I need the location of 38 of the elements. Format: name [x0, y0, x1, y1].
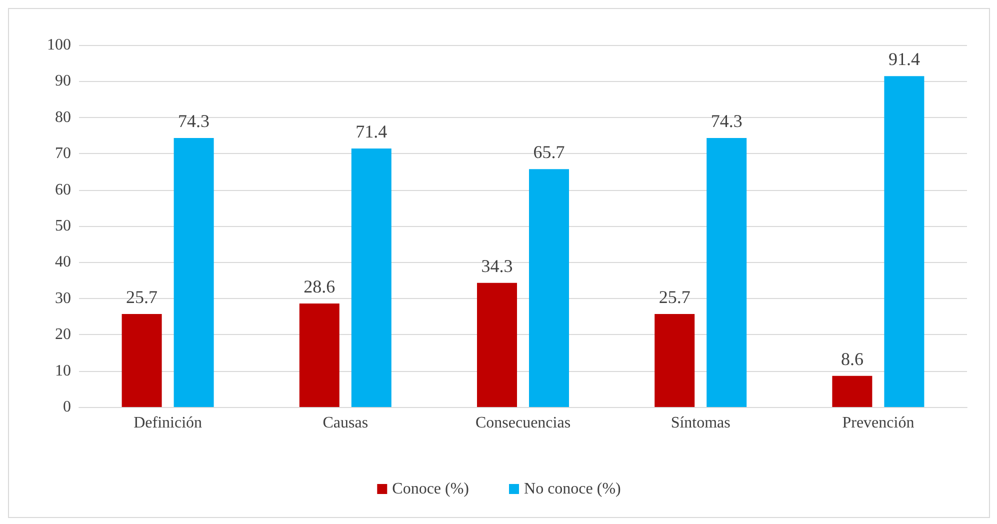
- data-label: 25.7: [658, 286, 690, 307]
- x-tick-label: Prevención: [842, 414, 914, 432]
- y-tick-label: 10: [55, 362, 71, 380]
- bar: [122, 314, 162, 407]
- y-tick-label: 60: [55, 181, 71, 198]
- data-label: 25.7: [126, 286, 158, 307]
- legend-label: Conoce (%): [392, 480, 470, 498]
- data-label: 71.4: [356, 122, 388, 142]
- x-tick-label: Consecuencias: [475, 414, 571, 432]
- legend-label: No conoce (%): [524, 480, 621, 498]
- bar: [884, 76, 924, 407]
- data-label: 8.6: [840, 348, 864, 369]
- bar: [477, 282, 517, 407]
- y-tick-label: 0: [63, 398, 71, 416]
- data-label: 34.3: [481, 256, 513, 276]
- y-tick-label: 50: [55, 218, 71, 234]
- bar: [299, 303, 340, 407]
- bar: [529, 169, 569, 407]
- y-tick-label: 30: [55, 290, 71, 307]
- data-label: 74.3: [178, 111, 210, 132]
- y-tick-label: 100: [47, 36, 71, 54]
- y-tick-label: 70: [55, 145, 71, 162]
- data-label: 28.6: [304, 276, 336, 296]
- bar: [351, 148, 392, 407]
- y-tick-label: 40: [55, 254, 71, 271]
- bar: [706, 138, 747, 407]
- bar: [174, 138, 214, 407]
- data-label: 91.4: [888, 49, 920, 70]
- x-tick-label: Causas: [322, 414, 368, 432]
- y-tick-label: 90: [55, 72, 71, 90]
- y-tick-label: 20: [55, 326, 71, 344]
- y-tick-label: 80: [55, 108, 71, 126]
- bar: [654, 314, 695, 407]
- bar: [832, 376, 872, 407]
- x-tick-label: Definición: [134, 414, 202, 432]
- data-label: 74.3: [710, 111, 742, 132]
- data-label: 65.7: [533, 142, 565, 162]
- x-tick-label: Síntomas: [670, 414, 730, 432]
